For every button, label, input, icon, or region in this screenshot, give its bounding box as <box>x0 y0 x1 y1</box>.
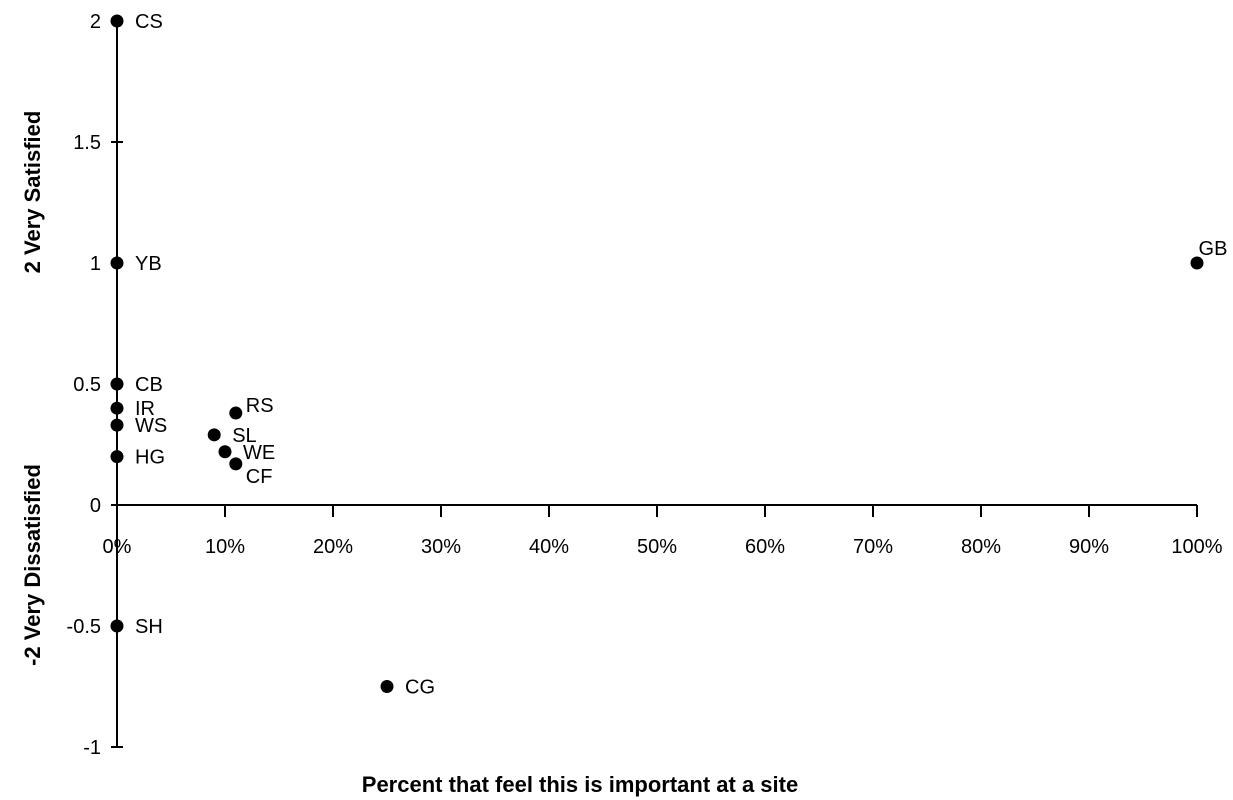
data-point-hg <box>110 450 124 464</box>
data-point-ir <box>110 401 124 415</box>
data-point-cb <box>110 377 124 391</box>
data-point-label: CB <box>135 374 163 396</box>
y-tick-label: 0 <box>90 495 101 517</box>
data-point-label: YB <box>135 253 162 275</box>
data-point-sh <box>110 619 124 633</box>
y-tick-label: 1 <box>90 253 101 275</box>
x-tick-label: 40% <box>529 536 569 558</box>
x-tick-label: 10% <box>205 536 245 558</box>
x-tick-label: 90% <box>1069 536 1109 558</box>
data-point-gb <box>1190 256 1204 270</box>
data-point-label: IR <box>135 398 155 420</box>
y-tick-label: 1.5 <box>73 132 101 154</box>
x-tick-label: 60% <box>745 536 785 558</box>
data-point-rs <box>229 406 243 420</box>
data-point-label: GB <box>1199 238 1228 260</box>
data-point-label: CS <box>135 11 163 33</box>
data-point-label: RS <box>246 395 274 417</box>
axes <box>116 20 1197 746</box>
data-point-ws <box>110 418 124 432</box>
data-point-cf <box>229 457 243 471</box>
x-tick-label: 0% <box>103 536 132 558</box>
y-axis-title-lower: -2 Very Dissatisfied <box>20 464 45 666</box>
x-tick-label: 20% <box>313 536 353 558</box>
data-point-label: WS <box>135 415 167 437</box>
x-tick-group: 0% 10% 20% 30% 40% 50% 60% 70% 80% 90% 100% <box>103 505 1223 558</box>
y-tick-label: 2 <box>90 11 101 33</box>
data-point-label: WE <box>243 442 275 464</box>
data-point-label: SL <box>232 425 256 447</box>
data-point-label: CG <box>405 677 435 699</box>
x-tick-label: 80% <box>961 536 1001 558</box>
data-point-cg <box>380 680 394 693</box>
y-axis-title-upper: 2 Very Satisfied <box>20 111 45 274</box>
x-tick-label: 70% <box>853 536 893 558</box>
data-point-label: HG <box>135 447 165 469</box>
y-tick-label: 0.5 <box>73 374 101 396</box>
data-point-label: CF <box>246 466 273 488</box>
data-point-yb <box>110 256 124 270</box>
data-point-label: SH <box>135 616 163 638</box>
data-point-we <box>218 445 232 459</box>
data-point-sl <box>207 428 221 442</box>
data-point-cs <box>110 14 124 28</box>
x-tick-label: 50% <box>637 536 677 558</box>
x-tick-label: 100% <box>1171 536 1222 558</box>
y-tick-label: -0.5 <box>67 616 101 638</box>
x-tick-label: 30% <box>421 536 461 558</box>
y-tick-label: -1 <box>83 737 101 759</box>
y-tick-group: 2 1.5 1 0.5 0 -0.5 -1 <box>67 11 123 759</box>
x-axis-title: Percent that feel this is important at a… <box>362 772 798 797</box>
